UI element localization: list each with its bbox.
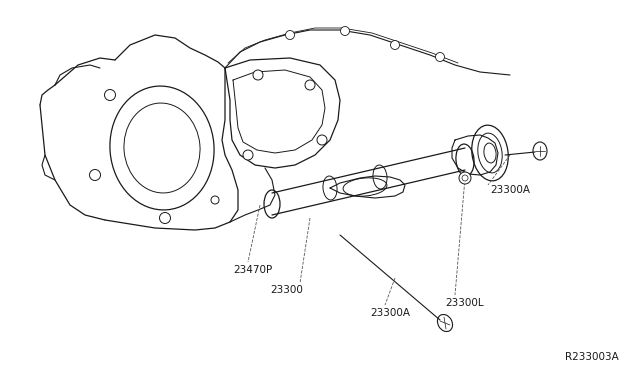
Text: R233003A: R233003A bbox=[565, 352, 619, 362]
Circle shape bbox=[459, 172, 471, 184]
Circle shape bbox=[159, 212, 170, 224]
Circle shape bbox=[211, 196, 219, 204]
Circle shape bbox=[104, 90, 115, 100]
Circle shape bbox=[317, 135, 327, 145]
Text: 23300A: 23300A bbox=[490, 185, 530, 195]
Circle shape bbox=[462, 175, 468, 181]
Circle shape bbox=[253, 70, 263, 80]
Circle shape bbox=[305, 80, 315, 90]
Circle shape bbox=[285, 31, 294, 39]
Circle shape bbox=[390, 41, 399, 49]
Text: 23300: 23300 bbox=[270, 285, 303, 295]
Text: 23300A: 23300A bbox=[370, 308, 410, 318]
Text: 23470P: 23470P bbox=[233, 265, 272, 275]
Circle shape bbox=[435, 52, 445, 61]
Circle shape bbox=[90, 170, 100, 180]
Text: 23300L: 23300L bbox=[445, 298, 484, 308]
Circle shape bbox=[243, 150, 253, 160]
Circle shape bbox=[340, 26, 349, 35]
